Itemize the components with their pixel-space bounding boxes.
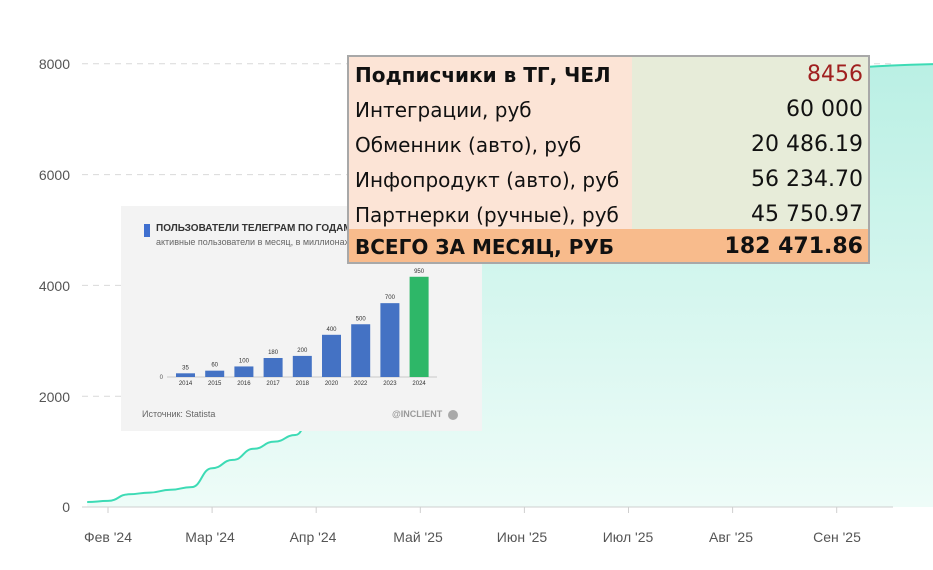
inset-value-label: 180 (268, 350, 279, 356)
inset-bar (176, 373, 195, 377)
y-axis: 0 2000 4000 6000 8000 (39, 56, 70, 515)
x-tick-label: Фев '24 (84, 529, 132, 545)
table-row: Инфопродукт (авто), руб 56 234.70 (349, 162, 868, 197)
x-tick-label: Авг '25 (709, 529, 753, 545)
inset-category-label: 2020 (325, 381, 339, 387)
inset-value-label: 60 (211, 363, 218, 369)
inset-brand: @INCLIENT (392, 409, 443, 419)
row-value: 20 486.19 (632, 127, 868, 162)
inset-bar-plot: 0 35 2014 60 2015 100 2016 180 2017 200 2018 400 20… (160, 269, 437, 387)
y-tick-label: 2000 (39, 389, 70, 405)
x-tick-marks (107, 507, 838, 513)
x-axis: Фев '24 Мар '24 Апр '24 Май '25 Июн '25 … (84, 529, 861, 545)
income-stats-table: Подписчики в ТГ, ЧЕЛ 8456 Интеграции, ру… (347, 55, 870, 264)
row-label: Инфопродукт (авто), руб (349, 162, 632, 197)
row-label: Обменник (авто), руб (349, 127, 632, 162)
inset-category-label: 2017 (266, 381, 280, 387)
inset-value-label: 100 (239, 358, 250, 364)
x-tick-label: Июн '25 (497, 529, 548, 545)
row-label: Партнерки (ручные), руб (349, 197, 632, 232)
inset-category-label: 2015 (208, 381, 222, 387)
telegram-icon (448, 410, 458, 420)
inset-category-label: 2023 (383, 381, 397, 387)
inset-bar (292, 355, 312, 377)
inset-bar (234, 366, 254, 377)
subscribers-label: Подписчики в ТГ, ЧЕЛ (349, 57, 632, 92)
row-value: 60 000 (632, 92, 868, 127)
table-header-row: Подписчики в ТГ, ЧЕЛ 8456 (349, 57, 868, 92)
total-label: ВСЕГО ЗА МЕСЯЦ, РУБ (349, 229, 632, 262)
x-tick-label: Апр '24 (290, 529, 337, 545)
inset-value-label: 950 (414, 269, 425, 275)
inset-bar (263, 358, 283, 377)
inset-category-label: 2016 (237, 381, 251, 387)
inset-bar (409, 276, 429, 377)
row-value: 56 234.70 (632, 162, 868, 197)
inset-bar (205, 370, 225, 377)
inset-title-marker (144, 224, 150, 237)
table-row: Партнерки (ручные), руб 45 750.97 (349, 197, 868, 232)
x-tick-label: Мар '24 (185, 529, 235, 545)
table-row: Обменник (авто), руб 20 486.19 (349, 127, 868, 162)
inset-subtitle: активные пользователи в месяц, в миллион… (156, 237, 350, 247)
inset-bar (351, 324, 371, 377)
y-tick-label: 8000 (39, 56, 70, 72)
inset-category-label: 2018 (296, 381, 310, 387)
inset-value-label: 200 (297, 348, 308, 354)
y-tick-label: 4000 (39, 278, 70, 294)
inset-bar (322, 334, 341, 377)
x-tick-label: Июл '25 (603, 529, 654, 545)
inset-value-label: 700 (385, 295, 396, 301)
inset-category-label: 2022 (354, 381, 368, 387)
inset-category-label: 2024 (412, 381, 426, 387)
y-tick-label: 0 (62, 499, 70, 515)
inset-value-label: 400 (326, 327, 337, 333)
inset-title: ПОЛЬЗОВАТЕЛИ ТЕЛЕГРАМ ПО ГОДАМ (156, 223, 352, 234)
x-tick-label: Сен '25 (813, 529, 861, 545)
subscribers-value: 8456 (632, 57, 868, 92)
inset-bar (380, 303, 400, 377)
inset-value-label: 35 (182, 365, 189, 371)
inset-y-zero-label: 0 (160, 375, 164, 381)
inset-value-label: 500 (356, 316, 367, 322)
y-tick-label: 6000 (39, 167, 70, 183)
row-value: 45 750.97 (632, 197, 868, 232)
inset-source: Источник: Statista (142, 409, 216, 419)
row-label: Интеграции, руб (349, 92, 632, 127)
table-total-row: ВСЕГО ЗА МЕСЯЦ, РУБ 182 471.86 (349, 229, 868, 262)
table-row: Интеграции, руб 60 000 (349, 92, 868, 127)
x-tick-label: Май '25 (393, 529, 443, 545)
total-value: 182 471.86 (632, 229, 868, 262)
inset-category-label: 2014 (179, 381, 193, 387)
